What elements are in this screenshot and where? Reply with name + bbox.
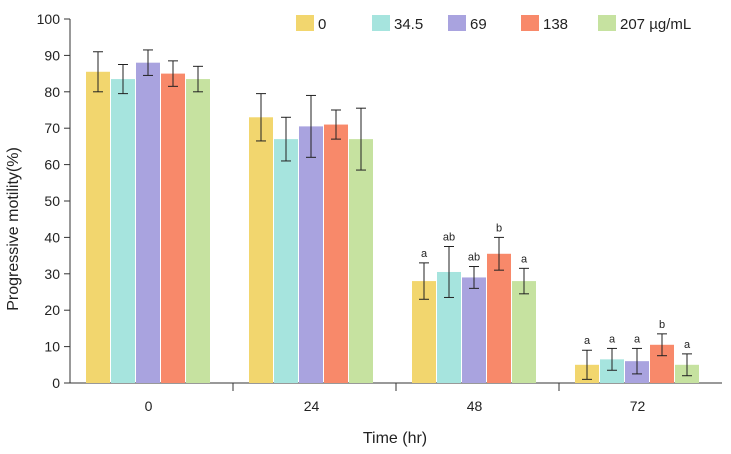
significance-label: b	[496, 222, 502, 234]
significance-label: a	[421, 248, 428, 260]
legend-label: 138	[543, 16, 568, 33]
legend: 0 34.5 69 138 207 µg/mL	[296, 15, 691, 33]
legend-label: 69	[470, 16, 487, 33]
y-tick-label: 10	[44, 339, 60, 355]
x-tick-label: 24	[304, 398, 320, 414]
significance-label: a	[521, 253, 528, 265]
y-tick-label: 0	[52, 375, 60, 391]
significance-label: ab	[468, 252, 480, 264]
x-tick-label: 72	[630, 398, 646, 414]
bar	[462, 277, 486, 383]
bar	[161, 73, 185, 383]
y-tick-label: 30	[44, 266, 60, 282]
y-tick-label: 100	[37, 11, 61, 27]
legend-swatch	[296, 15, 314, 31]
bar	[249, 117, 273, 383]
legend-label: 207 µg/mL	[620, 16, 691, 33]
legend-swatch	[598, 15, 616, 31]
legend-swatch	[521, 15, 539, 31]
legend-label: 0	[318, 16, 326, 33]
significance-label: a	[634, 333, 641, 345]
y-tick-label: 70	[44, 120, 60, 136]
bar	[274, 139, 298, 383]
significance-label: a	[609, 333, 616, 345]
y-tick-label: 90	[44, 47, 60, 63]
bar	[86, 71, 110, 383]
bar	[600, 359, 624, 383]
significance-label: b	[659, 319, 665, 331]
bar	[487, 253, 511, 383]
significance-label: a	[584, 335, 591, 347]
bar	[186, 79, 210, 383]
y-tick-label: 20	[44, 302, 60, 318]
x-tick-label: 48	[467, 398, 483, 414]
bar	[324, 124, 348, 383]
y-tick-label: 40	[44, 229, 60, 245]
x-axis-title: Time (hr)	[363, 430, 427, 447]
bar	[136, 62, 160, 384]
y-axis-title: Progressive motility(%)	[5, 147, 22, 311]
bar	[349, 139, 373, 383]
legend-label: 34.5	[394, 16, 423, 33]
significance-label: ab	[443, 232, 455, 244]
legend-swatch	[448, 15, 466, 31]
x-tick-label: 0	[145, 398, 153, 414]
y-tick-label: 80	[44, 84, 60, 100]
significance-label: a	[684, 339, 691, 351]
y-tick-label: 60	[44, 157, 60, 173]
bar	[299, 126, 323, 383]
y-tick-label: 50	[44, 193, 60, 209]
bar	[111, 79, 135, 383]
bar	[512, 281, 536, 383]
legend-swatch	[372, 15, 390, 31]
